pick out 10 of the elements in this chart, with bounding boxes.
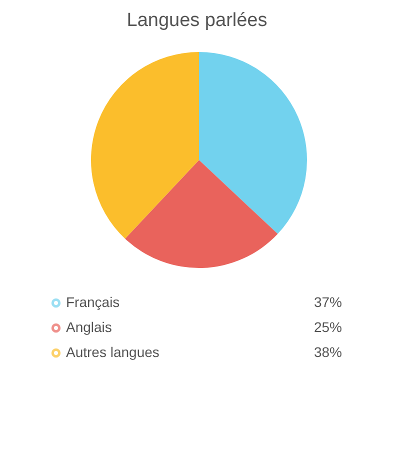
legend-label: Français xyxy=(66,294,120,310)
pie-slice xyxy=(125,160,278,268)
data-label: 37% xyxy=(314,294,342,310)
legend-label: Anglais xyxy=(66,319,112,335)
pie-slice xyxy=(91,52,199,239)
legend-label: Autres langues xyxy=(66,344,160,360)
data-label: 38% xyxy=(314,344,342,360)
data-label: 25% xyxy=(314,319,342,335)
chart-title: Langues parlées xyxy=(126,10,268,31)
pie-slice xyxy=(199,52,307,234)
